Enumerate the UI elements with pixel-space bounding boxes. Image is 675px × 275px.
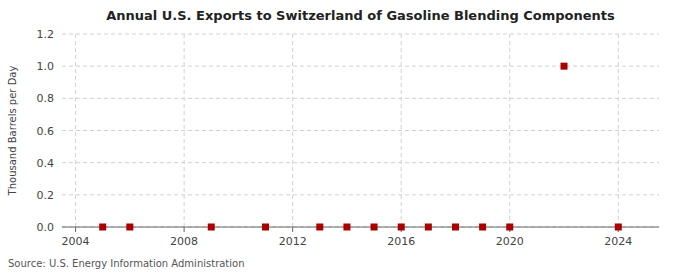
point	[425, 224, 432, 231]
grid-line-y	[62, 162, 659, 163]
grid-line-y	[62, 98, 659, 99]
grid-line-y	[62, 194, 659, 195]
point	[126, 224, 133, 231]
point	[398, 224, 405, 231]
point	[343, 224, 350, 231]
grid-line-x	[184, 34, 185, 227]
x-axis-line	[62, 227, 659, 228]
point	[262, 224, 269, 231]
grid-line-y	[62, 66, 659, 67]
x-tick	[184, 227, 185, 232]
x-tick	[292, 227, 293, 232]
y-tick-label: 0.4	[37, 157, 55, 170]
y-tick-label: 0.0	[37, 221, 55, 234]
x-tick-label: 2008	[170, 235, 198, 248]
grid-line-x	[75, 34, 76, 227]
point	[99, 224, 106, 231]
x-tick-label: 2016	[387, 235, 415, 248]
x-tick-label: 2004	[62, 235, 90, 248]
y-tick-label: 1.0	[37, 60, 55, 73]
y-tick-label: 1.2	[37, 28, 55, 41]
point	[561, 63, 568, 70]
point	[615, 224, 622, 231]
point	[316, 224, 323, 231]
point	[452, 224, 459, 231]
point	[506, 224, 513, 231]
point	[479, 224, 486, 231]
axes: 0.0 0.2 0.4 0.6 0.8 1.0 1.2 2004 2008 2012 2016 202…	[37, 28, 660, 248]
x-tick-label: 2020	[496, 235, 524, 248]
point	[371, 224, 378, 231]
chart: Annual U.S. Exports to Switzerland of Ga…	[0, 0, 675, 275]
grid-line-x	[618, 34, 619, 227]
y-tick-label: 0.2	[37, 189, 55, 202]
grid-line-x	[509, 34, 510, 227]
grid-line-x	[401, 34, 402, 227]
grid	[62, 34, 659, 227]
annotation: Source: U.S. Energy Information Administ…	[8, 258, 245, 269]
y-tick-label: 0.8	[37, 92, 55, 105]
y-axis-label: Thousand Barrels per Day	[7, 66, 18, 197]
points	[99, 63, 622, 231]
point	[208, 224, 215, 231]
y-tick-label: 0.6	[37, 125, 55, 138]
x-tick-label: 2012	[279, 235, 307, 248]
grid-line-y	[62, 227, 659, 228]
title: Annual U.S. Exports to Switzerland of Ga…	[106, 8, 615, 23]
x-tick-label: 2024	[604, 235, 632, 248]
grid-line-y	[62, 130, 659, 131]
x-tick	[75, 227, 76, 232]
grid-line-y	[62, 34, 659, 35]
grid-line-x	[292, 34, 293, 227]
